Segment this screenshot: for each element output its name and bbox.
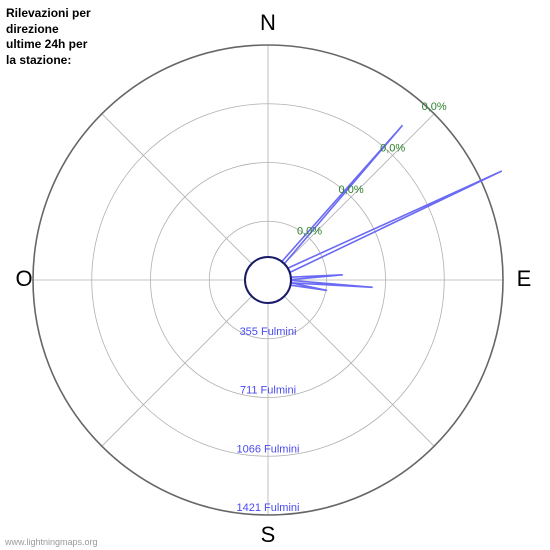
cardinal-S: S	[261, 522, 276, 547]
ring-pct-label: 0,0%	[339, 184, 364, 196]
polar-chart: 0,0% 355 Fulmini 0,0% 711 Fulmini 0,0% 1066 F…	[0, 0, 550, 550]
cardinal-N: N	[260, 10, 276, 35]
ring-fulmini-label: 711 Fulmini	[240, 385, 296, 397]
cardinal-O: O	[15, 266, 32, 291]
ring-fulmini-label: 1421 Fulmini	[237, 502, 300, 514]
ring-pct-label: 0,0%	[380, 142, 405, 154]
grid-spoke	[268, 114, 434, 280]
ring-pct-label: 0,0%	[297, 225, 322, 237]
grid-spoke	[268, 280, 434, 446]
center-hub	[245, 257, 291, 303]
ring-fulmini-label: 1066 Fulmini	[237, 443, 300, 455]
ring-pct-label: 0,0%	[422, 101, 447, 113]
cardinal-E: E	[517, 266, 532, 291]
ring-fulmini-label: 355 Fulmini	[240, 326, 297, 338]
grid-spoke	[102, 280, 268, 446]
grid-spoke	[102, 114, 268, 280]
